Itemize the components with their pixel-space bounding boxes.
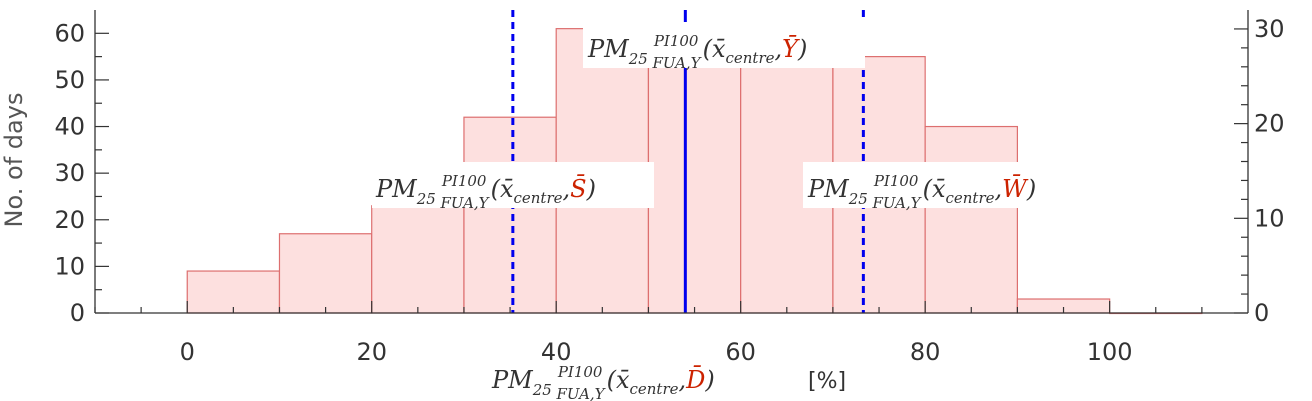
y-tick-label: 60 [54,19,85,47]
histogram-bars [186,28,1203,315]
histogram-bar [463,116,557,314]
y-tick-label: 50 [54,66,85,94]
x-tick-label: 60 [725,338,756,366]
histogram-bar [186,270,281,314]
y-axis-label: No. of days [0,93,28,228]
annotation-winter: PM25PI100 FUA,Y(x̄centre,W̄) [803,162,1093,212]
x-axis-label: PM25PI100 FUA,Y(x̄centre,D̄) [%] [491,363,846,401]
y-tick-label: 40 [54,113,85,141]
x-axis-label-math: PM25PI100 FUA,Y(x̄centre,D̄) [491,363,715,401]
x-tick-label: 80 [910,338,941,366]
histogram-bar [278,233,373,314]
histogram-bar [924,125,1018,314]
histogram-bar [371,205,465,314]
annotation-annual-text: PM25PI100 FUA,Y(x̄centre,Ȳ) [587,32,807,72]
annotation-winter-text: PM25PI100 FUA,Y(x̄centre,W̄) [807,172,1036,212]
y-tick-label: 30 [54,159,85,187]
histogram-bar [647,65,742,314]
x-axis-unit: [%] [808,369,846,394]
x-tick-label: 0 [180,338,195,366]
x-ticks: 0 20 40 60 80 100 [94,301,1203,366]
annotation-summer: PM25PI100 FUA,Y(x̄centre,S̄) [372,162,654,212]
x-tick-label: 40 [541,338,572,366]
left-y-ticks: 0 10 20 30 40 50 60 [54,19,109,327]
y-tick-label: 0 [70,299,85,327]
x-tick-label: 100 [1087,338,1133,366]
annotation-annual: PM25PI100 FUA,Y(x̄centre,Ȳ) [583,22,865,72]
y2-tick-label: 0 [1254,299,1269,327]
y2-tick-label: 30 [1254,15,1285,43]
y-tick-label: 10 [54,252,85,280]
y-tick-label: 20 [54,206,85,234]
y2-tick-label: 10 [1254,204,1285,232]
right-y-ticks: 0 10 20 30 [1234,15,1285,327]
y2-tick-label: 20 [1254,110,1285,138]
x-tick-label: 20 [356,338,387,366]
annotation-summer-text: PM25PI100 FUA,Y(x̄centre,S̄) [375,172,596,212]
